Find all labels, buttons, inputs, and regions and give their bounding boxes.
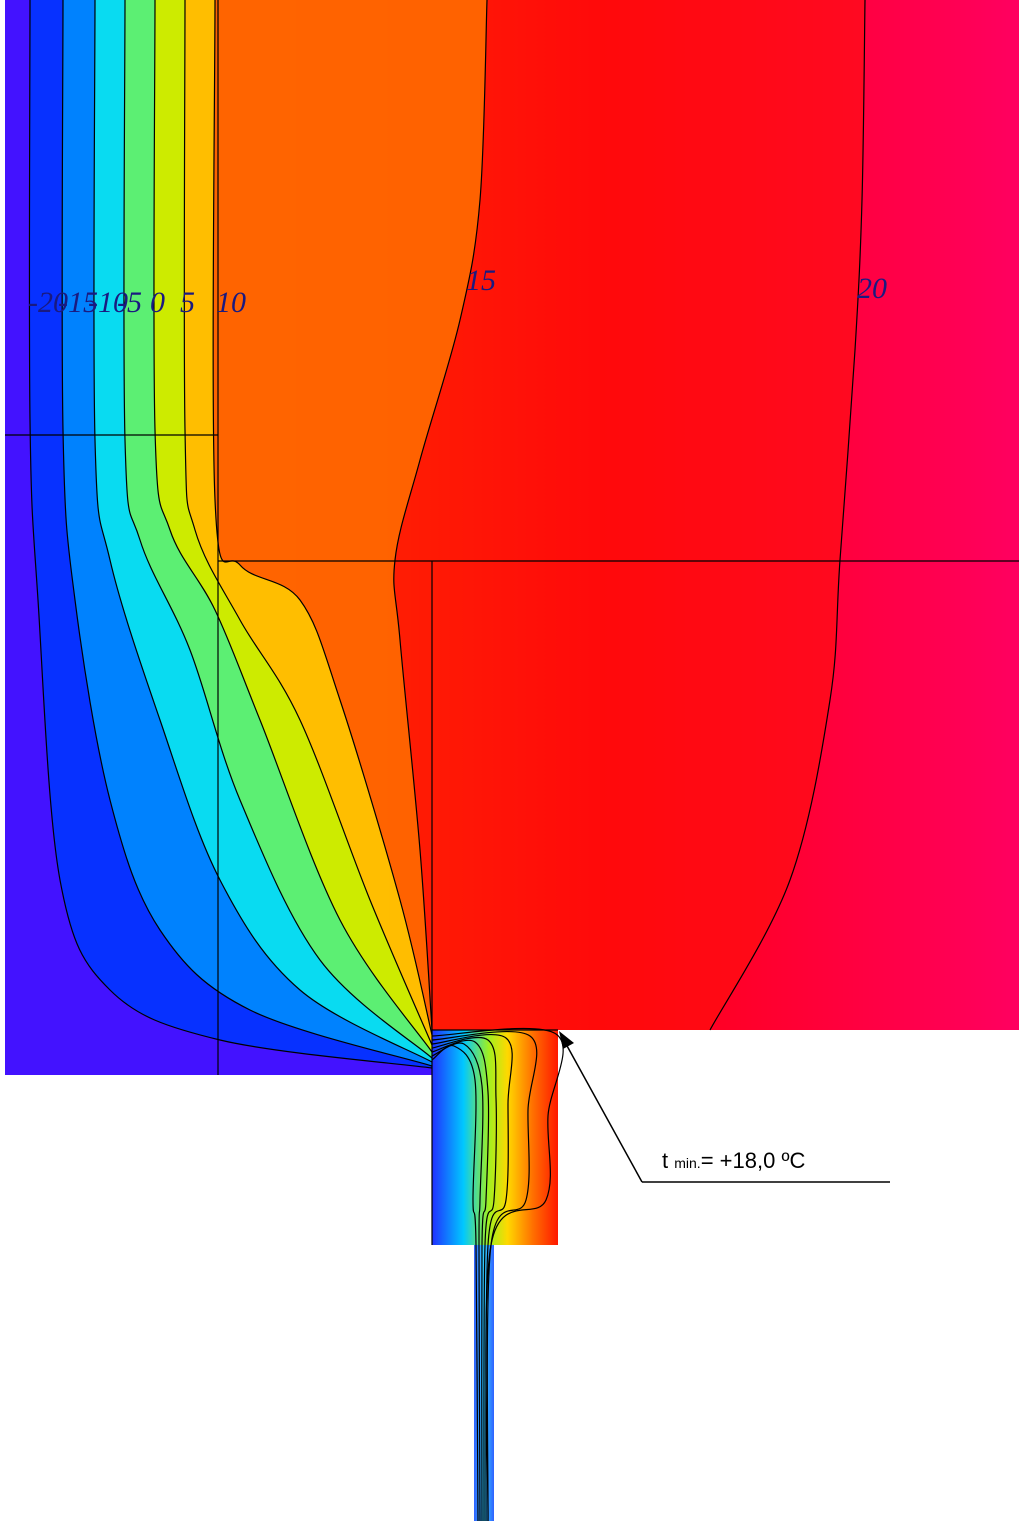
annotation-subscript: min. [674,1155,700,1171]
annotation: t min.= +18,0 ºC [559,1031,890,1182]
arrow-head [559,1031,574,1049]
isotherm-label: 0 [150,286,165,319]
leader-arrow [566,1044,642,1182]
sill-block [432,1030,558,1521]
isotherm-label: 10 [216,286,246,319]
thermal-diagram: -20 -15 -10 -5 0 5 10 15 20 t min.= +18,… [0,0,1019,1521]
annotation-text: t min.= +18,0 ºC [662,1148,805,1173]
isotherm-label: 5 [180,286,195,319]
isotherm-label: -5 [117,286,142,319]
temperature-field [0,0,1019,1521]
isotherm-label: 15 [466,264,496,297]
annotation-symbol: t [662,1148,668,1173]
annotation-value: = +18,0 ºC [701,1148,806,1173]
isotherm-label: 20 [857,272,887,305]
